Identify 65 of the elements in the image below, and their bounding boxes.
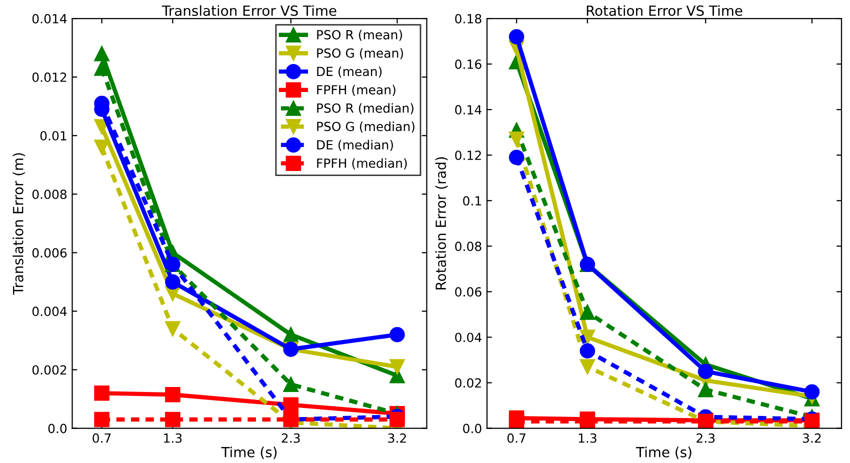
x-axis-title: Time (s) — [636, 446, 692, 460]
point — [94, 60, 110, 76]
point — [698, 382, 714, 398]
legend-label: PSO R (mean) — [317, 30, 402, 41]
x-tick-label: 2.3 — [696, 433, 715, 443]
point — [94, 412, 110, 428]
chart-title: Rotation Error VS Time — [586, 5, 742, 16]
point — [804, 384, 820, 400]
chart-title: Translation Error VS Time — [162, 5, 336, 16]
x-tick-label: 1.3 — [164, 433, 182, 443]
x-tick-label: 0.7 — [507, 433, 526, 443]
y-tick-label: 0.08 — [455, 242, 482, 252]
legend-label: FPFH (mean) — [317, 84, 396, 96]
point — [580, 304, 596, 320]
y-tick-label: 0.12 — [455, 150, 481, 160]
point — [94, 386, 110, 401]
point — [390, 359, 405, 374]
point — [580, 330, 596, 345]
y-tick-label: 0.06 — [455, 287, 482, 297]
y-tick-label: 0.006 — [32, 248, 67, 258]
point — [698, 364, 714, 380]
y-tick-label: 0.0 — [48, 424, 67, 434]
y-axis-title: Rotation Error (rad) — [435, 157, 448, 290]
y-tick-label: 0.1 — [463, 196, 481, 206]
x-tick-label: 3.2 — [802, 433, 821, 443]
legend-label: DE (mean) — [317, 66, 382, 78]
legend-label: DE (median) — [317, 140, 393, 151]
x-axis-title: Time (s) — [221, 446, 277, 460]
point — [165, 274, 180, 290]
y-tick-label: 0.16 — [455, 60, 482, 69]
point — [508, 150, 524, 166]
point — [283, 376, 298, 392]
x-tick-label: 2.3 — [282, 433, 300, 443]
y-tick-label: 0.01 — [40, 131, 66, 141]
point — [580, 343, 596, 359]
y-tick-label: 0.14 — [455, 105, 482, 115]
point — [508, 414, 524, 428]
y-tick-label: 0.002 — [32, 365, 66, 375]
point — [283, 397, 298, 412]
y-axis-title: Translation Error (m) — [12, 153, 25, 295]
y-tick-label: 0.0 — [463, 424, 482, 434]
legend-label: PSO R (median) — [317, 103, 414, 114]
legend-label: FPFH (median) — [317, 158, 407, 170]
point — [94, 46, 110, 62]
y-tick-label: 0.014 — [32, 14, 67, 24]
y-tick-label: 0.012 — [32, 72, 66, 82]
legend-label: PSO G (median) — [317, 122, 414, 133]
point — [390, 326, 405, 342]
point — [508, 29, 524, 44]
y-tick-label: 0.008 — [32, 190, 67, 200]
y-tick-label: 0.18 — [455, 14, 482, 24]
point — [165, 386, 180, 402]
y-tick-label: 0.004 — [32, 306, 67, 316]
y-tick-label: 0.02 — [455, 378, 481, 388]
point — [165, 412, 180, 428]
x-tick-label: 0.7 — [92, 433, 111, 443]
x-tick-label: 3.2 — [388, 433, 406, 443]
y-tick-label: 0.04 — [455, 332, 482, 342]
x-tick-label: 1.3 — [578, 433, 596, 443]
legend-label: PSO G (mean) — [317, 48, 404, 60]
point — [165, 321, 180, 336]
point — [94, 140, 110, 155]
point — [580, 359, 596, 374]
point — [508, 132, 524, 147]
point — [283, 326, 298, 342]
